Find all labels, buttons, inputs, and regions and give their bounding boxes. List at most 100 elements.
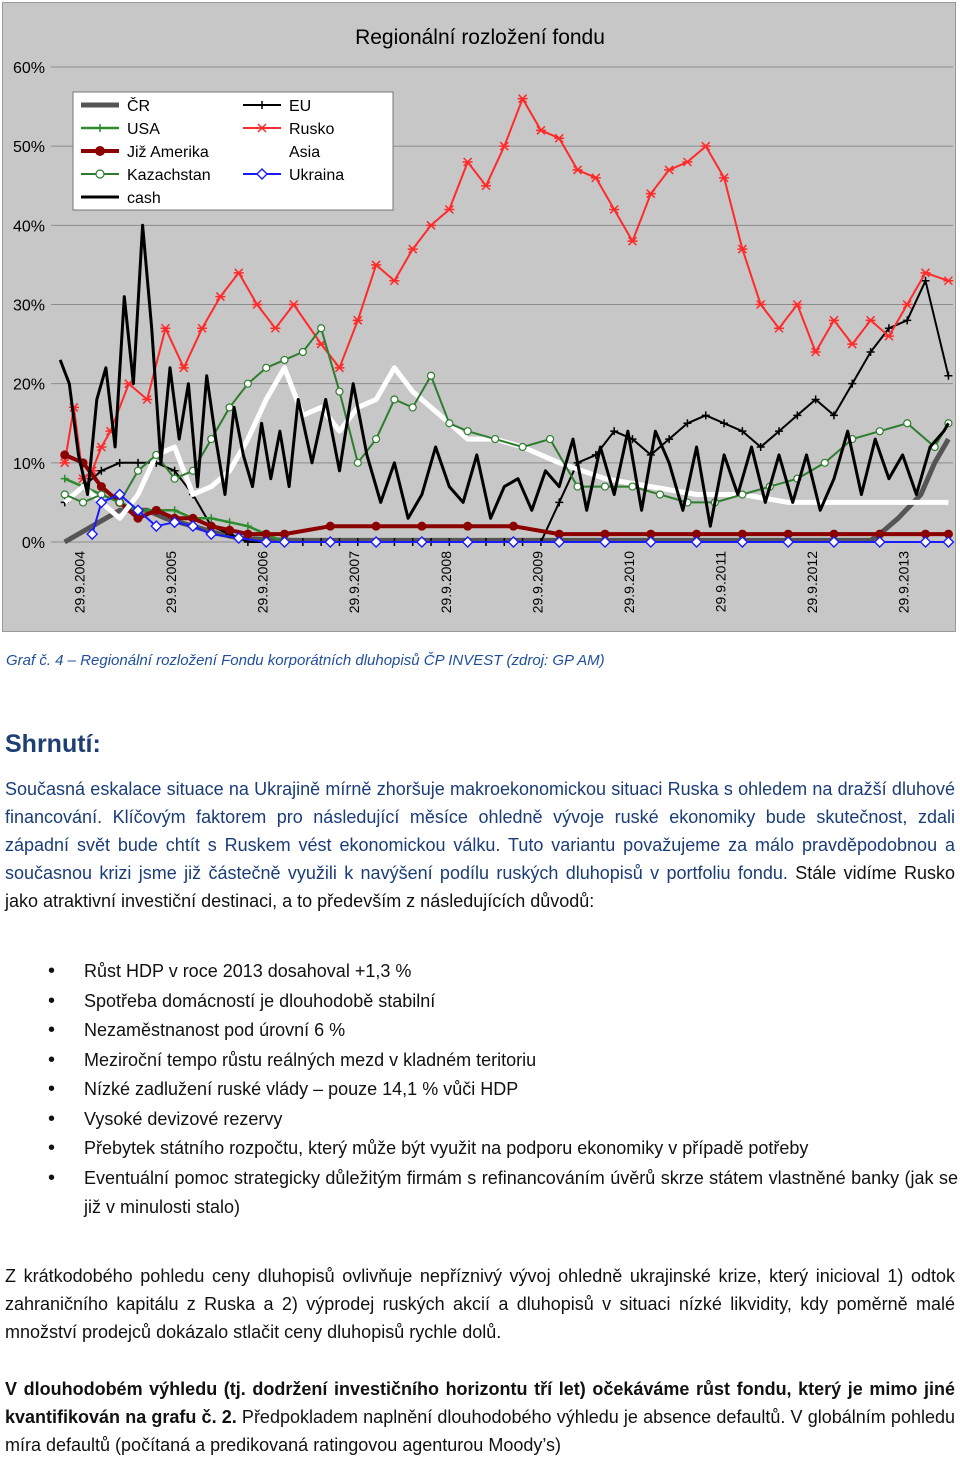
- data-point: [160, 323, 171, 333]
- data-point: [683, 419, 692, 428]
- data-point: [186, 520, 199, 533]
- data-point: [197, 323, 208, 333]
- data-point: [280, 529, 290, 539]
- data-point: [170, 466, 179, 475]
- data-point: [921, 276, 930, 285]
- legend-marker: [95, 146, 105, 156]
- data-point: [573, 482, 582, 491]
- data-point: [720, 419, 729, 428]
- data-point: [334, 363, 345, 373]
- x-tick-label: 29.9.2010: [621, 551, 637, 613]
- list-item: Nízké zadlužení ruské vlády – pouze 14,1…: [48, 1075, 958, 1105]
- data-point: [215, 292, 226, 302]
- data-point: [610, 427, 619, 436]
- data-point: [827, 536, 840, 548]
- data-point: [60, 490, 69, 499]
- data-point: [627, 236, 638, 246]
- data-point: [371, 521, 381, 531]
- legend-label: Asia: [289, 144, 320, 161]
- data-point: [507, 536, 520, 548]
- data-point: [142, 394, 153, 405]
- y-tick-label: 0%: [22, 535, 45, 552]
- summary-heading: Shrnutí:: [5, 730, 101, 758]
- data-point: [225, 403, 234, 412]
- data-point: [903, 419, 912, 428]
- data-point: [920, 268, 931, 278]
- data-point: [95, 496, 108, 509]
- data-point: [133, 513, 143, 523]
- data-point: [207, 514, 216, 523]
- legend-label: USA: [127, 121, 160, 138]
- data-point: [875, 427, 884, 436]
- data-point: [243, 379, 252, 388]
- data-point: [298, 347, 307, 357]
- data-point: [944, 371, 953, 380]
- data-point: [491, 434, 500, 444]
- legend-marker: [258, 101, 266, 109]
- data-point: [270, 323, 281, 333]
- y-tick-label: 30%: [13, 298, 45, 315]
- x-tick-label: 29.9.2008: [438, 551, 454, 613]
- data-point: [389, 276, 400, 286]
- chart-title: Regionální rozložení fondu: [355, 26, 605, 49]
- data-point: [132, 504, 144, 517]
- data-point: [462, 157, 473, 167]
- data-point: [60, 450, 70, 460]
- data-point: [151, 505, 161, 515]
- data-point: [792, 299, 803, 310]
- list-item: Vysoké devizové rezervy: [48, 1105, 958, 1135]
- data-point: [865, 315, 876, 325]
- data-point: [943, 529, 953, 539]
- data-point: [902, 299, 913, 310]
- data-point: [903, 316, 912, 325]
- data-point: [508, 521, 518, 531]
- data-point: [370, 536, 383, 548]
- data-point: [737, 244, 748, 254]
- data-point: [628, 482, 637, 491]
- data-point: [775, 427, 784, 436]
- series-line: [58, 223, 950, 528]
- chart-svg: Regionální rozložení fondu 60% 50% 40% 30% 20…: [13, 26, 955, 613]
- chart-legend: [72, 91, 394, 211]
- data-point: [820, 458, 829, 467]
- data-point: [774, 323, 785, 333]
- data-point: [645, 189, 656, 199]
- data-point: [554, 133, 565, 143]
- summary-paragraph-part2: Stále vidíme Rusko jako atraktivní inves…: [5, 863, 955, 911]
- data-point: [371, 434, 381, 444]
- data-point: [811, 395, 820, 404]
- data-point: [682, 157, 693, 167]
- data-point: [590, 173, 601, 183]
- data-point: [415, 536, 428, 548]
- data-point: [188, 513, 198, 523]
- data-point: [644, 536, 657, 548]
- data-point: [829, 529, 839, 539]
- figure-caption: Graf č. 4 – Regionální rozložení Fondu k…: [6, 652, 605, 669]
- data-point: [133, 458, 142, 467]
- data-point: [499, 141, 510, 151]
- legend-label: EU: [289, 98, 311, 115]
- data-point: [78, 498, 88, 507]
- data-point: [335, 387, 344, 396]
- data-point: [59, 458, 70, 468]
- data-point: [783, 529, 793, 539]
- data-point: [225, 518, 234, 527]
- data-point: [828, 315, 839, 325]
- x-tick-label: 29.9.2012: [804, 551, 820, 613]
- data-point: [60, 474, 69, 483]
- data-point: [261, 529, 271, 539]
- x-tick-label: 29.9.2006: [255, 551, 271, 613]
- short-term-paragraph: Z krátkodobého pohledu ceny dluhopisů ov…: [5, 1266, 955, 1342]
- data-point: [170, 474, 179, 483]
- data-point: [371, 260, 382, 270]
- data-point: [426, 220, 437, 230]
- data-point: [150, 520, 163, 533]
- data-point: [463, 521, 473, 531]
- data-point: [600, 482, 610, 491]
- data-point: [517, 94, 528, 104]
- data-point: [252, 299, 263, 310]
- y-tick-label: 40%: [13, 218, 45, 235]
- data-point: [463, 427, 472, 436]
- data-point: [700, 141, 711, 151]
- chart-figure: Regionální rozložení fondu 60% 50% 40% 30% 20…: [2, 2, 956, 632]
